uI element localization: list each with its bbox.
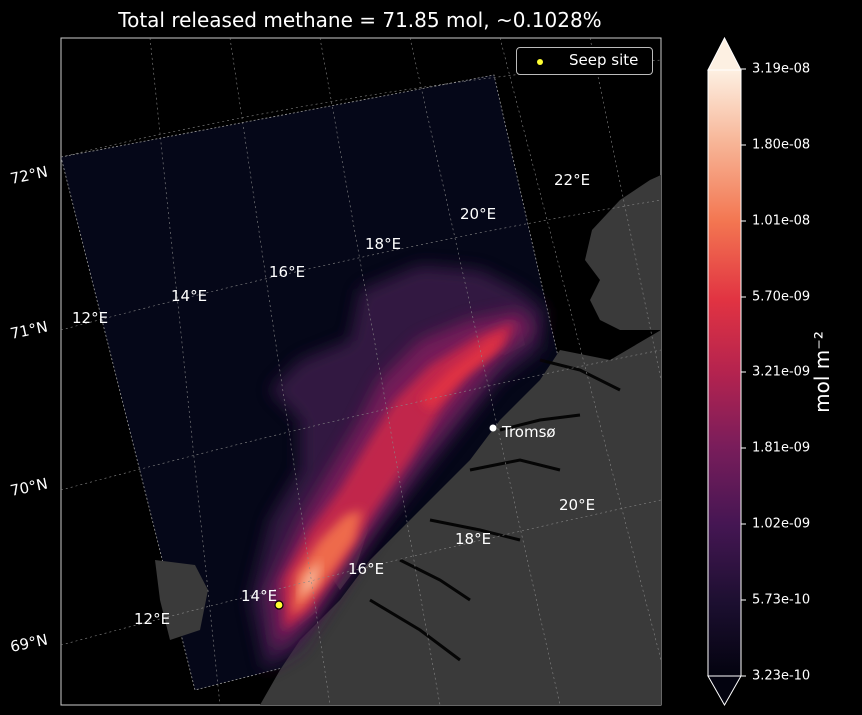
lon-label-14-inner: 14°E [241,587,277,605]
colorbar-tick-label: 1.01e-08 [752,213,811,229]
legend: Seep site [516,47,653,75]
colorbar-tick-label: 1.02e-09 [752,516,811,532]
seep-site-legend-marker [537,59,543,65]
lat-label-72: 72°N [9,162,50,187]
lon-label-18-upper: 18°E [365,235,401,253]
colorbar [707,36,746,707]
fjords [369,358,621,662]
colorbar-tick-label: 1.81e-09 [752,440,811,456]
map-title: Total released methane = 71.85 mol, ~0.1… [118,8,602,32]
lon-label-20-inner: 20°E [559,496,595,514]
lat-label-70: 70°N [9,474,50,499]
lon-label-14-upper: 14°E [171,287,207,305]
lon-label-16-inner: 16°E [348,560,384,578]
tromso-marker [489,424,497,432]
colorbar-tick-label: 5.73e-10 [752,592,811,608]
colorbar-tick-label: 5.70e-09 [752,289,811,305]
legend-label: Seep site [569,51,639,69]
lat-label-69: 69°N [9,630,50,655]
seep-site-marker [274,600,284,610]
lon-label-22-upper: 22°E [554,171,590,189]
colorbar-tick-label: 3.23e-10 [752,668,811,684]
city-label: Tromsø [501,423,556,441]
lon-label-12-lower: 12°E [134,610,170,628]
colorbar-tick-label: 1.80e-08 [752,137,811,153]
lat-label-71: 71°N [9,317,50,342]
colorbar-tick-label: 3.21e-09 [752,364,811,380]
colorbar-tick-label: 3.19e-08 [752,61,811,77]
graticule [61,38,661,705]
lon-label-20-upper: 20°E [460,205,496,223]
lon-label-16-upper: 16°E [269,263,305,281]
lon-label-18-inner: 18°E [455,530,491,548]
colorbar-label: mol m⁻² [810,331,834,413]
lon-label-12-upper: 12°E [72,309,108,327]
